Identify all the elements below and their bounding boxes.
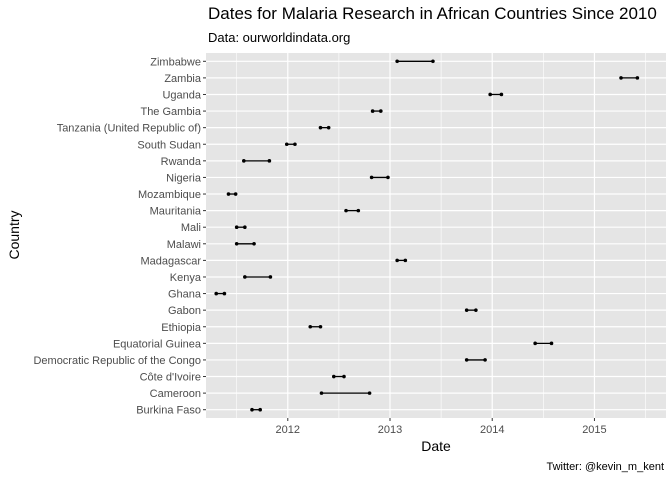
start-point: [464, 308, 469, 312]
y-tick-label: Rwanda: [161, 156, 202, 168]
end-point: [267, 159, 272, 163]
end-point: [293, 142, 297, 147]
y-tick-label: Zambia: [164, 73, 202, 85]
data-marks: [214, 59, 640, 412]
end-point: [252, 241, 256, 246]
y-tick-label: Mozambique: [138, 189, 201, 201]
y-tick-label: Mauritania: [150, 206, 202, 218]
end-point: [635, 76, 640, 80]
y-tick-label: Malawi: [167, 239, 201, 251]
y-tick-label: Equatorial Guinea: [113, 338, 202, 350]
y-tick-label: Côte d'Ivoire: [140, 372, 201, 384]
y-tick-label: Kenya: [170, 272, 202, 284]
y-tick-label: Ethiopia: [161, 322, 202, 334]
end-point: [474, 308, 478, 312]
end-point: [222, 291, 227, 296]
chart-caption: Twitter: @kevin_m_kent: [546, 461, 664, 473]
end-point: [326, 125, 331, 130]
start-point: [318, 125, 323, 130]
start-point: [331, 374, 336, 379]
chart-subtitle: Data: ourworldindata.org: [208, 30, 350, 45]
end-point: [233, 192, 238, 196]
end-point: [318, 324, 323, 329]
start-point: [464, 358, 469, 362]
y-axis-title: Country: [6, 210, 22, 259]
start-point: [250, 407, 254, 412]
grid-lines: [206, 53, 666, 418]
start-point: [242, 159, 246, 163]
start-point: [226, 192, 231, 196]
start-point: [234, 225, 239, 230]
start-point: [395, 258, 399, 263]
start-point: [319, 391, 324, 395]
y-tick-label: Gabon: [168, 305, 201, 317]
y-tick-label: Mali: [181, 222, 201, 234]
y-tick-label: Tanzania (United Republic of): [57, 123, 201, 135]
x-tick-label: 2015: [582, 424, 606, 436]
end-point: [342, 374, 346, 379]
end-point: [268, 275, 273, 279]
y-tick-label: Ghana: [168, 289, 202, 301]
end-point: [431, 59, 435, 64]
start-point: [370, 109, 375, 113]
start-point: [619, 76, 623, 80]
chart-title: Dates for Malaria Research in African Co…: [208, 4, 657, 23]
plot-panel: [206, 53, 666, 418]
end-point: [356, 208, 361, 213]
x-tick-label: 2014: [480, 424, 504, 436]
start-point: [533, 341, 537, 346]
start-point: [488, 92, 492, 97]
x-tick-label: 2012: [276, 424, 300, 436]
x-axis-title: Date: [421, 438, 451, 454]
y-tick-label: South Sudan: [137, 139, 201, 151]
end-point: [258, 407, 262, 412]
start-point: [344, 208, 348, 213]
end-point: [367, 391, 372, 395]
start-point: [369, 175, 374, 180]
y-tick-label: Democratic Republic of the Congo: [33, 355, 201, 367]
axis-ticks: 2012 2013 2014 2015 Burkina Faso Cameroon Côte…: [33, 56, 606, 436]
x-tick-label: 2013: [378, 424, 402, 436]
y-tick-label: Madagascar: [140, 255, 201, 267]
end-point: [386, 175, 390, 180]
start-point: [308, 324, 313, 329]
y-tick-label: Uganda: [162, 89, 201, 101]
y-tick-label: Cameroon: [150, 388, 201, 400]
end-point: [403, 258, 408, 263]
end-point: [549, 341, 554, 346]
start-point: [234, 241, 239, 246]
start-point: [243, 275, 247, 279]
end-point: [243, 225, 247, 230]
start-point: [214, 291, 219, 296]
end-point: [483, 358, 487, 362]
start-point: [284, 142, 289, 147]
y-tick-label: Nigeria: [166, 172, 202, 184]
y-tick-label: The Gambia: [140, 106, 201, 118]
start-point: [395, 59, 399, 64]
end-point: [499, 92, 504, 97]
y-tick-label: Zimbabwe: [150, 56, 201, 68]
y-tick-label: Burkina Faso: [136, 405, 201, 417]
end-point: [379, 109, 383, 113]
